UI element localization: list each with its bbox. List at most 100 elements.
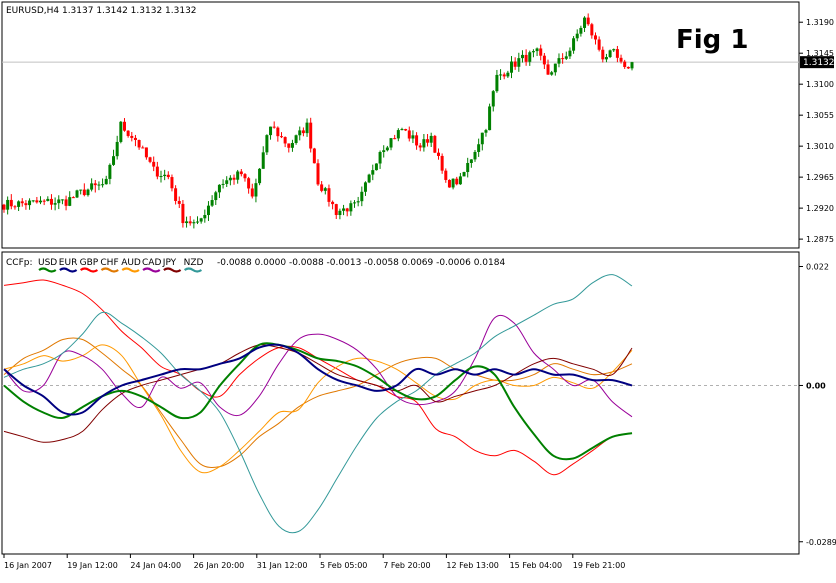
candle-body — [528, 52, 532, 62]
candle-body — [458, 176, 462, 185]
candle-body — [396, 130, 400, 139]
candle-body — [564, 56, 568, 59]
candle-body — [130, 135, 134, 138]
time-axis-label: 19 Jan 12:00 — [67, 561, 118, 570]
candle-body — [294, 135, 298, 143]
current-price-marker-text: 1.3132 — [803, 58, 835, 68]
time-axis-label: 15 Feb 04:00 — [510, 561, 562, 570]
candle-body — [126, 130, 130, 136]
candle-body — [75, 190, 79, 198]
candle-body — [415, 135, 419, 146]
candle-body — [49, 198, 53, 205]
candle-body — [119, 121, 123, 142]
current-price-marker-box — [800, 56, 834, 69]
time-axis-label: 26 Jan 20:00 — [194, 561, 245, 570]
candle-body — [400, 129, 404, 131]
candle-body — [196, 221, 200, 223]
candle-body — [586, 17, 590, 25]
candle-body — [46, 198, 50, 201]
candle-body — [228, 177, 232, 181]
candle-body — [371, 170, 375, 175]
candle-body — [68, 197, 72, 206]
price-axis: 1.3190 1.3145 1.3100 1.3055 1.3010 1.2965 1.29… — [799, 18, 834, 244]
candle-body — [451, 178, 455, 188]
legend-label-eur: EUR — [59, 258, 78, 268]
indicator-axis-label: -0.0289 — [806, 538, 836, 547]
candle-body — [206, 205, 210, 216]
legend-label-gbp: GBP — [80, 258, 99, 268]
candle-body — [57, 199, 61, 204]
candle-body — [82, 189, 86, 196]
candle-body — [630, 62, 634, 69]
legend-label-usd: USD — [38, 258, 57, 268]
price-axis-label: 1.2920 — [806, 204, 834, 213]
candle-body — [20, 201, 24, 204]
candle-body — [221, 183, 225, 185]
candle-body — [422, 139, 426, 148]
candle-body — [287, 143, 291, 148]
legend-swatch-aud — [121, 267, 140, 273]
candle-body — [144, 147, 148, 158]
current-price-marker: 1.3132 — [800, 56, 835, 69]
candle-body — [440, 155, 444, 171]
ccf-line-jpy — [3, 344, 633, 443]
price-pane[interactable]: EURUSD,H4 1.3137 1.3142 1.3132 1.3132 Fi… — [1, 1, 835, 249]
candle-body — [115, 141, 119, 157]
price-axis-label: 1.3145 — [806, 49, 834, 58]
legend-swatch-usd — [38, 267, 57, 273]
candle-body — [217, 184, 221, 193]
indicator-pane[interactable]: CCFp: USD EUR GBP CHF AUD CAD JPY NZD -0.0088 0… — [1, 251, 836, 555]
legend-label-nzd: NZD — [184, 258, 204, 268]
candle-body — [159, 176, 163, 178]
candle-body — [104, 178, 108, 185]
candle-body — [86, 189, 90, 196]
ccf-line-aud — [3, 344, 633, 474]
candle-body — [539, 48, 543, 56]
candle-body — [301, 130, 305, 134]
legend-swatch-jpy — [163, 267, 182, 273]
candle-body — [615, 49, 619, 58]
candle-body — [101, 184, 105, 186]
ccf-line-cad — [3, 314, 633, 418]
candle-body — [378, 152, 382, 164]
candle-body — [363, 182, 367, 192]
indicator-legend: CCFp: USD EUR GBP CHF AUD CAD JPY NZD -0.0088 0… — [6, 258, 505, 273]
legend-label-jpy: JPY — [162, 258, 177, 268]
candle-body — [436, 152, 440, 156]
legend-swatch-eur — [59, 267, 78, 273]
candle-body — [254, 183, 258, 197]
candle-body — [455, 178, 459, 185]
candle-body — [488, 106, 492, 131]
legend-series-names: USD EUR GBP CHF AUD CAD JPY NZD — [38, 258, 204, 273]
candle-body — [35, 200, 39, 203]
candle-body — [510, 61, 514, 73]
candle-body — [236, 171, 240, 180]
candle-body — [484, 130, 488, 133]
price-axis-label: 1.2875 — [806, 235, 834, 244]
indicator-axis-label: 0.00 — [806, 381, 826, 390]
candle-body — [349, 203, 353, 212]
candle-body — [575, 33, 579, 39]
candle-body — [367, 174, 371, 183]
candle-body — [276, 127, 280, 137]
candle-body — [353, 202, 357, 204]
candle-body — [155, 166, 159, 177]
candle-body — [71, 197, 75, 199]
candle-body — [499, 74, 503, 76]
price-axis-label: 1.3100 — [806, 80, 834, 89]
indicator-axis-label: 0.022 — [806, 262, 829, 271]
candle-body — [604, 57, 608, 60]
candle-body — [506, 72, 510, 77]
price-axis-label: 1.3010 — [806, 142, 834, 151]
candle-body — [623, 61, 627, 67]
candle-body — [141, 147, 145, 149]
candle-body — [17, 201, 21, 207]
time-axis-label: 24 Jan 04:00 — [130, 561, 181, 570]
candle-body — [619, 57, 623, 62]
candle-body — [473, 151, 477, 160]
candle-body — [389, 138, 393, 148]
candle-body — [542, 55, 546, 65]
price-pane-title: EURUSD,H4 1.3137 1.3142 1.3132 1.3132 — [6, 6, 197, 16]
candle-body — [192, 222, 196, 224]
